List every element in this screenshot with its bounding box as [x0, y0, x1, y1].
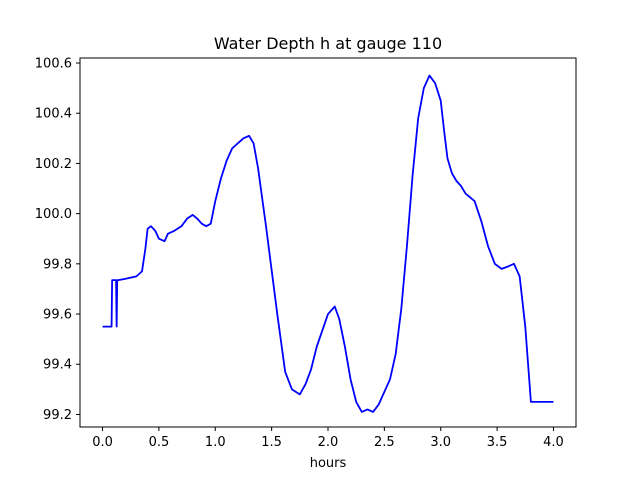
- x-tick-label: 4.0: [543, 435, 564, 450]
- x-tick-label: 1.0: [205, 435, 226, 450]
- y-tick-label: 100.6: [35, 57, 72, 72]
- x-tick-label: 2.0: [318, 435, 339, 450]
- y-tick-label: 99.6: [43, 308, 72, 323]
- x-tick-label: 1.5: [261, 435, 282, 450]
- x-axis-label: hours: [310, 456, 347, 471]
- y-tick-label: 99.2: [43, 408, 72, 423]
- x-tick-label: 0.0: [92, 435, 113, 450]
- y-tick-label: 99.8: [43, 257, 72, 272]
- x-tick-label: 0.5: [149, 435, 170, 450]
- chart-title: Water Depth h at gauge 110: [214, 34, 442, 53]
- series-line-0: [102, 74, 554, 413]
- x-tick-label: 2.5: [374, 435, 395, 450]
- x-tick-label: 3.5: [487, 435, 508, 450]
- y-tick-label: 100.0: [35, 207, 72, 222]
- y-tick-label: 99.4: [43, 358, 72, 373]
- plot-area: [102, 74, 554, 413]
- x-axis: 0.0 0.5 1.0 1.5 2.0 2.5 3.0 3.5 4.0: [92, 427, 564, 450]
- y-axis: 99.2 99.4 99.6 99.8 100.0 100.2 100.4 100.6: [35, 57, 80, 423]
- x-tick-label: 3.0: [430, 435, 451, 450]
- y-tick-label: 100.4: [35, 107, 72, 122]
- y-tick-label: 100.2: [35, 157, 72, 172]
